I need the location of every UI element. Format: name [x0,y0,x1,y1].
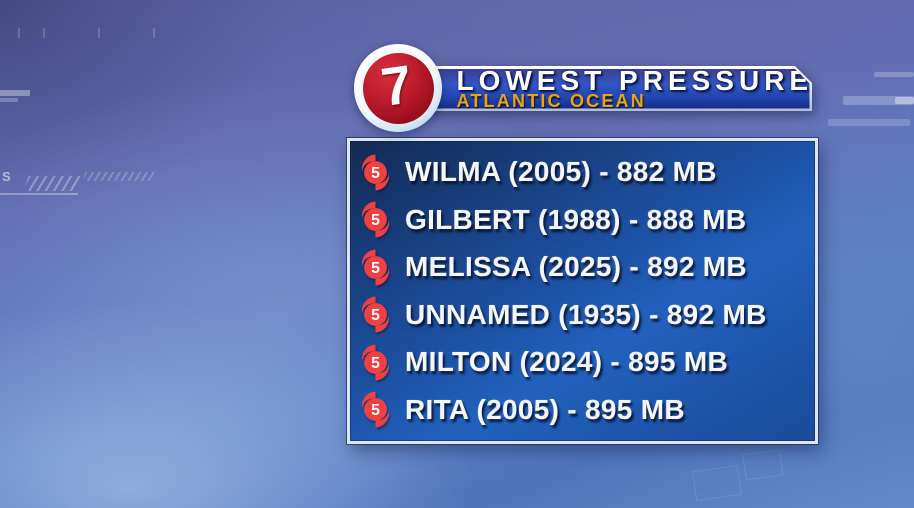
storm-label: WILMA (2005) - 882 MB [405,156,717,188]
storm-row: 5 MILTON (2024) - 895 MB [359,343,809,382]
station-logo-number: 7 [377,54,416,118]
storm-list: 5 WILMA (2005) - 882 MB 5 GILBERT (1988)… [350,141,815,441]
hurricane-category5-icon: 5 [361,201,390,238]
station-logo-disc: 7 [362,52,434,124]
svg-text:5: 5 [371,355,380,372]
hurricane-category5-icon: 5 [361,249,390,286]
storm-label: MILTON (2024) - 895 MB [405,346,728,378]
storm-row: 5 WILMA (2005) - 882 MB [359,153,809,192]
station-logo: 7 [354,44,442,132]
page-subtitle: ATLANTIC OCEAN [456,90,646,111]
storm-label: GILBERT (1988) - 888 MB [405,203,747,235]
data-panel: 5 WILMA (2005) - 882 MB 5 GILBERT (1988)… [347,138,818,444]
hurricane-category5-icon: 5 [361,296,390,333]
storm-row: 5 MELISSA (2025) - 892 MB [359,248,809,287]
hurricane-category5-icon: 5 [361,154,390,190]
storm-row: 5 GILBERT (1988) - 888 MB [359,200,809,239]
storm-label: RITA (2005) - 895 MB [405,393,685,425]
header-banner-fill: LOWEST PRESSURE ATLANTIC OCEAN [415,69,810,109]
storm-label: UNNAMED (1935) - 892 MB [405,298,767,330]
svg-text:5: 5 [371,403,380,420]
svg-text:5: 5 [371,212,380,229]
page-title: LOWEST PRESSURE [456,64,814,96]
svg-text:5: 5 [371,260,380,277]
storm-row: 5 RITA (2005) - 895 MB [359,390,809,429]
storm-label: MELISSA (2025) - 892 MB [405,251,747,283]
storm-row: 5 UNNAMED (1935) - 892 MB [359,295,809,334]
svg-text:5: 5 [371,307,380,324]
svg-text:5: 5 [371,165,380,182]
hurricane-category5-icon: 5 [361,344,390,381]
header-banner: LOWEST PRESSURE ATLANTIC OCEAN [412,66,812,111]
hurricane-category5-icon: 5 [361,392,390,428]
